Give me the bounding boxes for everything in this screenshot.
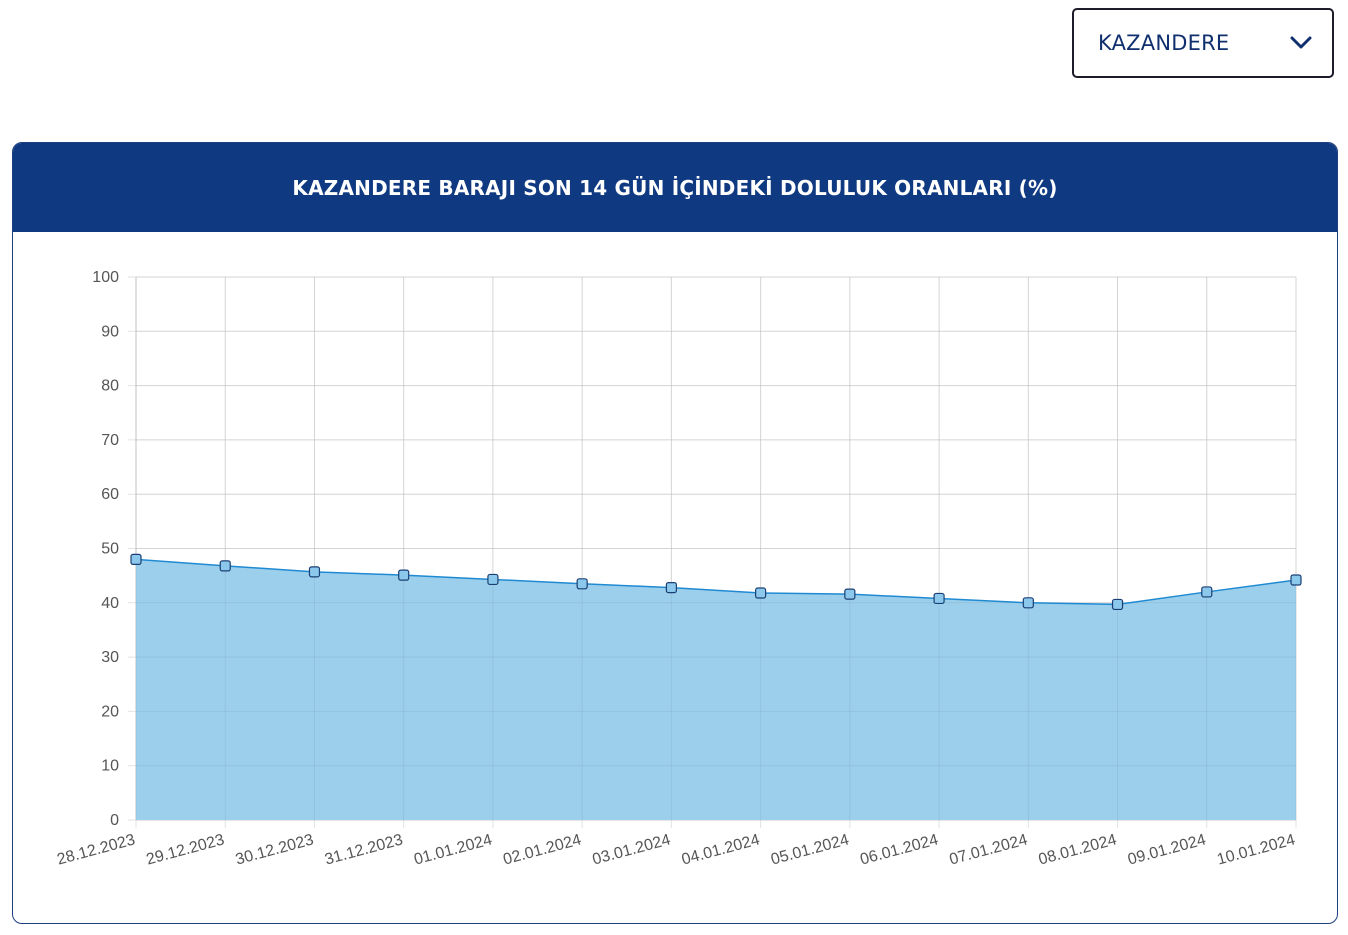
x-tick-label: 30.12.2023 [234,831,316,868]
data-point [665,581,677,594]
y-tick-label: 90 [101,323,119,340]
chevron-down-icon [1290,36,1312,49]
series-line [135,558,1297,606]
data-point [1201,586,1213,598]
x-tick-label: 04.01.2024 [680,831,762,868]
data-point [576,578,588,590]
x-tick-label: 03.01.2024 [591,831,673,868]
x-tick-label: 10.01.2024 [1215,831,1297,868]
data-point [219,560,231,572]
data-point [844,588,856,600]
chart-title: KAZANDERE BARAJI SON 14 GÜN İÇİNDEKİ DOL… [292,175,1058,200]
data-point [487,573,499,586]
y-tick-label: 80 [101,378,119,395]
data-point [308,566,321,578]
fill-rate-chart: 0 10 20 30 40 50 60 70 80 90 100 28.12.2023 29.12.20… [55,269,1302,869]
x-tick-label: 02.01.2024 [501,831,583,868]
y-tick-label: 50 [101,541,119,558]
x-tick-label: 08.01.2024 [1037,831,1119,868]
data-point [398,569,410,581]
x-tick-label: 09.01.2024 [1126,831,1208,868]
y-tick-label: 100 [92,269,119,286]
y-tick-label: 60 [101,486,119,503]
x-tick-label: 05.01.2024 [769,831,851,868]
x-tick-label: 31.12.2023 [323,831,405,868]
x-tick-label: 01.01.2024 [412,831,494,868]
x-tick-label: 06.01.2024 [858,831,940,868]
y-tick-label: 20 [101,703,119,720]
data-point [1111,598,1124,611]
data-point [1022,597,1034,609]
x-tick-label: 29.12.2023 [145,831,227,868]
data-point [130,553,142,565]
dam-select[interactable]: KAZANDERE [1072,8,1334,78]
series-area [136,559,1296,820]
chart-card: KAZANDERE BARAJI SON 14 GÜN İÇİNDEKİ DOL… [12,142,1338,924]
chart-header: KAZANDERE BARAJI SON 14 GÜN İÇİNDEKİ DOL… [13,143,1337,232]
y-tick-label: 70 [101,432,119,449]
x-tick-label: 07.01.2024 [948,831,1030,868]
data-point [755,587,767,599]
data-point [933,592,945,605]
y-tick-label: 10 [101,758,119,775]
dam-select-value: KAZANDERE [1098,31,1230,55]
data-point [1290,574,1302,586]
x-tick-label: 28.12.2023 [55,831,137,868]
y-tick-label: 30 [101,649,119,666]
y-tick-label: 40 [101,595,119,612]
y-tick-label: 0 [110,812,119,829]
